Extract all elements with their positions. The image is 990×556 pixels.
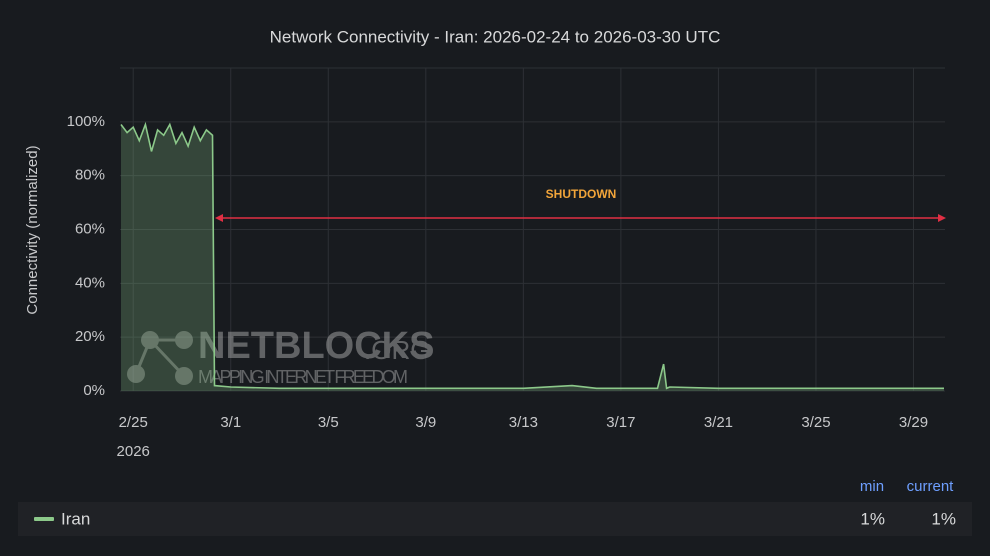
watermark: NETBLOCKS .ORG MAPPING INTERNET FREEDOM — [127, 325, 434, 387]
legend-label: Iran — [61, 509, 90, 528]
chart-title: Network Connectivity - Iran: 2026-02-24 … — [270, 27, 721, 46]
shutdown-arrow — [215, 214, 946, 222]
y-tick-label: 80% — [75, 167, 105, 184]
x-tick-label: 3/21 — [704, 414, 733, 431]
x-tick-label: 3/5 — [318, 414, 339, 431]
x-year-label: 2026 — [117, 443, 150, 460]
x-tick-label: 2/25 — [119, 414, 148, 431]
y-tick-label: 100% — [67, 113, 105, 130]
x-tick-label: 3/17 — [606, 414, 635, 431]
legend-swatch — [34, 517, 54, 521]
x-tick-label: 3/9 — [415, 414, 436, 431]
y-tick-label: 0% — [83, 382, 105, 399]
annotation: SHUTDOWN — [546, 187, 617, 201]
x-tick-label: 3/25 — [801, 414, 830, 431]
legend-value: 1% — [931, 509, 956, 528]
area — [121, 124, 944, 391]
legend-column-header: current — [907, 478, 955, 495]
y-tick-label: 20% — [75, 328, 105, 345]
watermark-name: NETBLOCKS — [198, 325, 434, 367]
watermark-tagline: MAPPING INTERNET FREEDOM — [198, 367, 408, 387]
watermark-domain: .ORG — [364, 335, 430, 365]
x-tick-label: 3/29 — [899, 414, 928, 431]
legend-bar — [18, 502, 972, 536]
y-axis-label: Connectivity (normalized) — [24, 145, 41, 314]
y-tick-label: 40% — [75, 274, 105, 291]
y-tick-label: 60% — [75, 220, 105, 237]
x-tick-label: 3/1 — [220, 414, 241, 431]
grid — [120, 68, 945, 392]
x-tick-label: 3/13 — [509, 414, 538, 431]
line — [120, 121, 944, 390]
legend-column-header: min — [860, 478, 884, 495]
legend-value: 1% — [860, 509, 885, 528]
